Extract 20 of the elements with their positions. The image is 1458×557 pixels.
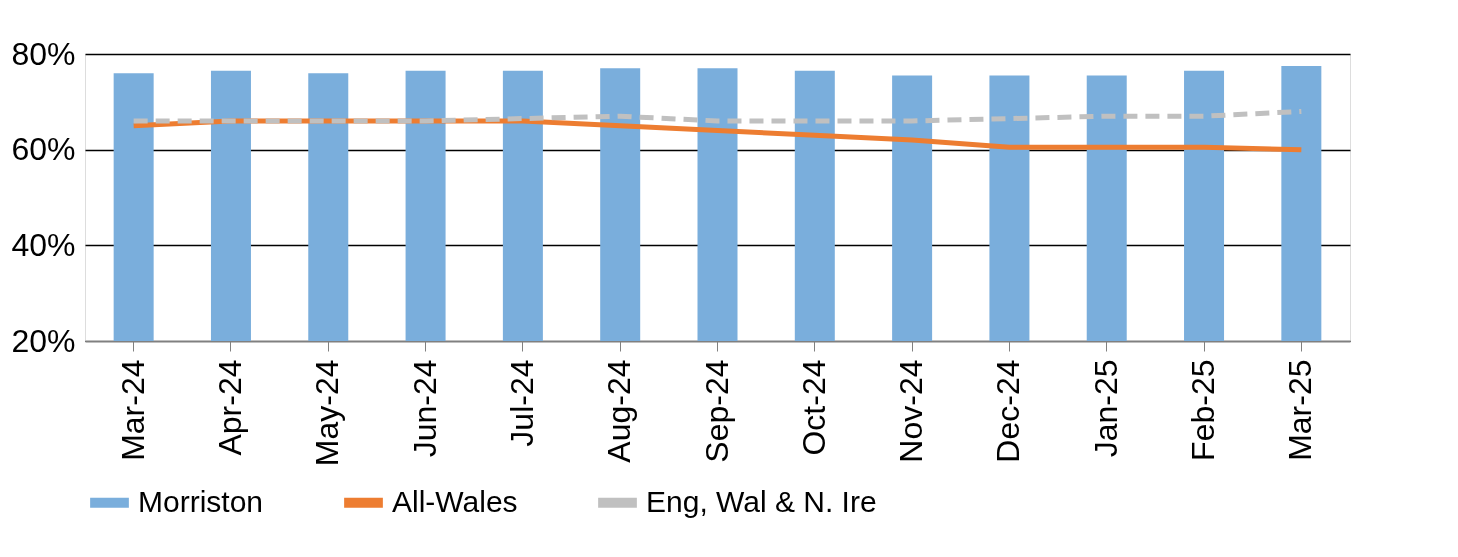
x-tick-label: Jul-24	[503, 359, 540, 447]
x-tick-label: Sep-24	[698, 359, 735, 463]
legend-label: All-Wales	[392, 484, 518, 518]
y-tick-label: 80%	[11, 35, 76, 72]
y-tick-label: 60%	[11, 131, 76, 168]
x-tick-label: Jan-25	[1087, 359, 1124, 458]
legend-label: Morriston	[138, 484, 264, 518]
y-tick-label: 20%	[11, 322, 76, 359]
x-tick-label: Apr-24	[211, 359, 248, 456]
x-tick-label: Mar-25	[1282, 359, 1319, 461]
x-tick-label: Feb-25	[1185, 359, 1222, 461]
x-tick-label: Mar-24	[114, 359, 151, 461]
x-tick-label: Aug-24	[601, 359, 638, 463]
x-tick-label: Dec-24	[990, 359, 1027, 463]
x-tick-label: Jun-24	[406, 359, 443, 458]
x-tick-label: Nov-24	[893, 359, 930, 463]
x-tick-label: May-24	[309, 359, 346, 467]
y-tick-label: 40%	[11, 226, 76, 263]
x-tick-label: Oct-24	[795, 359, 832, 456]
legend-label: Eng, Wal & N. Ire	[646, 484, 877, 518]
